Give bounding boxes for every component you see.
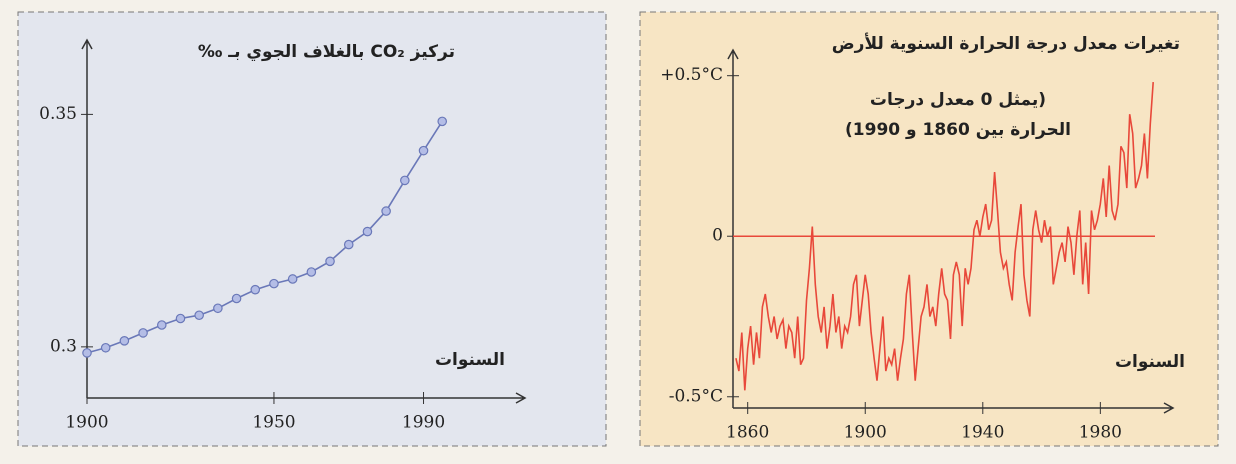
y-tick-label: 0 xyxy=(712,226,723,246)
data-point xyxy=(100,342,111,353)
data-point xyxy=(194,310,204,321)
x-axis xyxy=(87,392,527,404)
panel-left xyxy=(17,11,607,447)
data-point xyxy=(381,206,391,216)
data-point xyxy=(343,239,354,250)
data-point xyxy=(325,256,335,267)
y-tick-label: +0.5°C xyxy=(660,65,723,85)
y-tick-label: -0.5°C xyxy=(669,386,723,406)
y-axis xyxy=(727,48,739,408)
data-point xyxy=(418,145,429,156)
chart-title: تغيرات معدل درجة الحرارة السنوية للأرض xyxy=(832,33,1180,54)
data-point xyxy=(306,267,317,277)
x-tick-label: 1940 xyxy=(961,423,1004,443)
data-point xyxy=(175,313,186,324)
data-point xyxy=(213,303,223,314)
x-tick-label: 1900 xyxy=(65,413,108,433)
x-tick-label: 1950 xyxy=(252,413,295,433)
x-axis-label: السنوات xyxy=(1115,352,1185,372)
data-point xyxy=(400,175,410,186)
data-point xyxy=(82,348,92,358)
annotation: الحرارة بين 1860 و 1990) xyxy=(845,120,1071,140)
data-line xyxy=(735,82,1154,391)
x-tick-label: 1900 xyxy=(844,423,887,443)
data-point xyxy=(437,116,448,127)
panel-right xyxy=(639,11,1219,447)
annotation: (يمثل 0 معدل درجات xyxy=(870,90,1046,110)
x-tick-label: 1980 xyxy=(1079,423,1122,443)
data-point xyxy=(269,278,279,289)
data-point xyxy=(138,328,148,338)
data-point xyxy=(250,284,261,295)
y-tick-label: 0.35 xyxy=(39,104,77,124)
chart-title: تركيز CO₂ بالغلاف الجوي بـ ‰ xyxy=(198,42,455,62)
y-axis xyxy=(81,38,93,398)
x-tick-label: 1990 xyxy=(402,413,445,433)
y-tick-label: 0.3 xyxy=(50,336,77,356)
data-point xyxy=(231,293,242,304)
data-point xyxy=(119,336,130,346)
data-point xyxy=(156,320,167,330)
x-tick-label: 1860 xyxy=(726,423,769,443)
x-axis-label: السنوات xyxy=(435,350,505,370)
x-axis xyxy=(733,402,1175,414)
data-point xyxy=(362,226,373,237)
data-point xyxy=(287,274,298,284)
